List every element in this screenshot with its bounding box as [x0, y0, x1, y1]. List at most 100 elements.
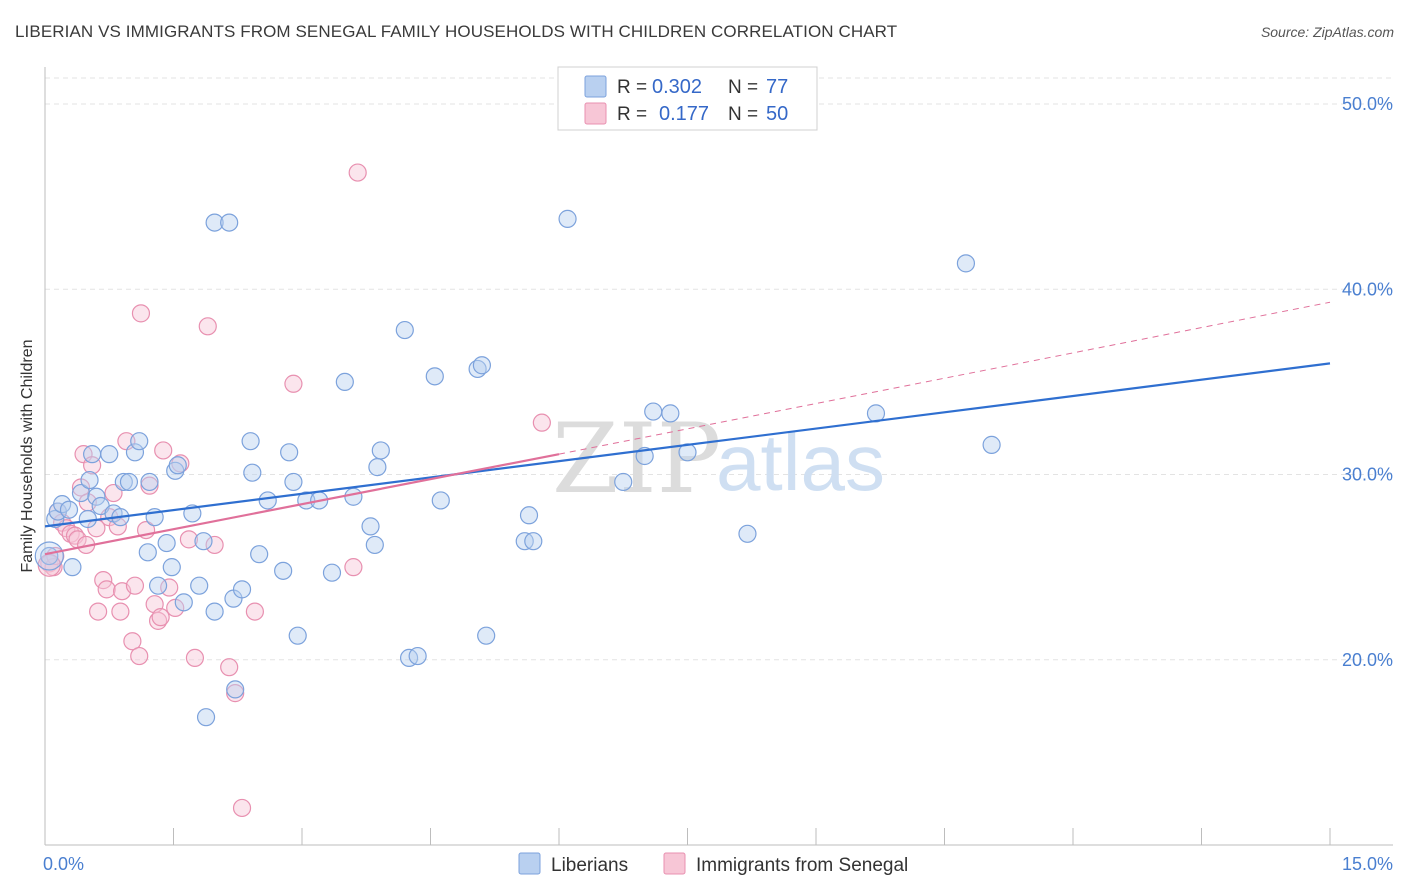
- liberian-point: [148, 576, 168, 595]
- liberian-point: [130, 432, 149, 451]
- senegal-point: [125, 576, 145, 595]
- liberian-point: [644, 402, 663, 421]
- source-label: Source: ZipAtlas.com: [1260, 24, 1394, 40]
- bottom-legend-swatch-liberians: [518, 852, 541, 875]
- senegal-trend-line: [44, 453, 560, 556]
- liberian-point: [425, 367, 444, 386]
- chart-title: LIBERIAN VS IMMIGRANTS FROM SENEGAL FAMI…: [15, 22, 898, 41]
- liberian-point: [258, 491, 277, 510]
- gridlines: [45, 77, 1393, 661]
- senegal-point: [284, 374, 303, 393]
- liberian-point: [431, 491, 450, 510]
- liberian-point: [59, 500, 79, 519]
- liberian-point: [477, 626, 496, 645]
- liberian-point: [322, 563, 342, 582]
- liberian-point: [190, 576, 209, 595]
- bottom-legend-senegal: Immigrants from Senegal: [696, 855, 908, 876]
- senegal-point: [205, 535, 224, 555]
- y-tick-label-0: 20.0%: [1342, 650, 1393, 670]
- senegal-point: [348, 163, 367, 182]
- liberian-point: [250, 545, 269, 564]
- senegal-point: [179, 530, 199, 549]
- y-tick-label-1: 30.0%: [1342, 465, 1393, 485]
- liberian-point: [335, 372, 354, 392]
- liberian-point: [80, 470, 99, 490]
- liberian-point: [982, 435, 1001, 454]
- liberian-point: [738, 524, 757, 543]
- legend-swatch-senegal: [584, 102, 607, 125]
- senegal-point: [89, 602, 108, 621]
- liberian-point: [168, 456, 187, 475]
- bottom-legend-swatch-senegal: [663, 852, 686, 875]
- senegal-trend-extension: [558, 301, 1331, 455]
- liberian-point: [83, 445, 102, 464]
- liberian-point: [157, 533, 176, 553]
- legend-swatch-liberians: [584, 75, 607, 98]
- senegal-point: [123, 632, 142, 651]
- axes: [44, 67, 1393, 846]
- liberian-point: [162, 558, 181, 577]
- legend-n-label-2: N =: [728, 104, 758, 125]
- liberian-point: [280, 443, 299, 462]
- liberian-point: [288, 626, 307, 645]
- liberian-point: [241, 432, 260, 451]
- liberian-point: [196, 708, 216, 727]
- liberian-point: [205, 213, 224, 232]
- legend-n-label-1: N =: [728, 77, 758, 98]
- y-tick-label-3: 50.0%: [1342, 94, 1393, 114]
- liberian-point: [661, 404, 680, 423]
- liberian-point: [558, 209, 577, 228]
- legend-r-value-2: 0.177: [659, 103, 709, 125]
- liberian-point: [344, 487, 363, 506]
- liberian-point: [100, 445, 119, 464]
- legend-r-label-1: R =: [617, 77, 647, 98]
- bottom-legend: Liberians Immigrants from Senegal: [518, 852, 908, 876]
- senegal-point: [185, 648, 205, 668]
- legend-r-label-2: R =: [617, 104, 647, 125]
- liberian-point: [408, 646, 427, 666]
- x-tick-label-1: 15.0%: [1342, 854, 1393, 874]
- liberian-point: [140, 472, 159, 492]
- liberian-point: [87, 487, 106, 506]
- senegal-point: [532, 413, 551, 432]
- liberian-point: [119, 472, 139, 492]
- liberian-point: [205, 602, 224, 621]
- senegal-point: [151, 608, 170, 627]
- legend-n-value-2: 50: [766, 103, 788, 125]
- liberian-point: [395, 320, 414, 340]
- senegal-point: [232, 798, 252, 818]
- senegal-point: [220, 658, 239, 677]
- trend-lines: [44, 301, 1331, 556]
- liberian-point: [71, 483, 91, 503]
- liberian-point: [78, 509, 97, 529]
- watermark-atlas: atlas: [716, 418, 885, 507]
- senegal-point: [131, 304, 151, 323]
- liberian-point: [519, 506, 539, 525]
- liberian-point: [614, 472, 633, 492]
- liberian-point: [138, 543, 157, 562]
- liberian-point: [63, 558, 82, 577]
- liberian-point: [361, 517, 380, 536]
- liberian-point: [284, 472, 303, 492]
- liberian-point: [226, 680, 245, 699]
- liberian-point: [368, 458, 387, 477]
- liberian-point: [524, 532, 543, 551]
- liberian-point: [114, 472, 133, 492]
- liberian-point: [174, 593, 193, 612]
- tick-labels: 20.0% 30.0% 40.0% 50.0% 0.0% 15.0%: [43, 94, 1393, 874]
- liberians-trend-line: [44, 362, 1331, 528]
- senegal-point: [94, 571, 113, 590]
- y-tick-label-2: 40.0%: [1342, 279, 1393, 299]
- liberian-point: [220, 213, 239, 232]
- liberian-point: [194, 532, 213, 551]
- senegal-point: [154, 441, 173, 460]
- senegal-point: [97, 580, 116, 599]
- watermark: ZIP atlas: [552, 403, 885, 515]
- senegal-point: [111, 602, 130, 621]
- senegal-point: [160, 578, 179, 597]
- liberian-point: [243, 463, 262, 482]
- legend-r-value-1: 0.302: [652, 76, 702, 98]
- liberian-point: [232, 580, 252, 599]
- liberian-point: [46, 509, 65, 529]
